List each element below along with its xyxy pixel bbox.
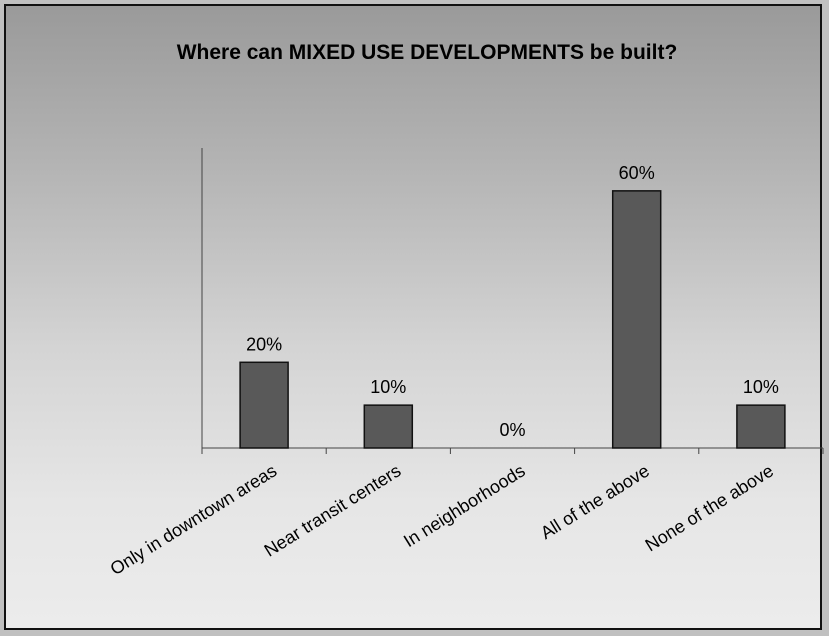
bar-chart: Where can MIXED USE DEVELOPMENTS be buil… (107, 41, 824, 579)
data-label: 0% (499, 420, 525, 440)
x-tick-label: In neighborhoods (400, 460, 529, 551)
plot-area: 20% Only in downtown areas 10% Near transit… (107, 148, 824, 579)
x-tick-label: None of the above (642, 460, 777, 555)
data-label: 10% (743, 377, 779, 397)
bar (363, 404, 414, 449)
x-tick-label: All of the above (537, 460, 653, 543)
data-label: 60% (619, 163, 655, 183)
chart-frame: Where can MIXED USE DEVELOPMENTS be buil… (4, 4, 824, 630)
data-label: 10% (370, 377, 406, 397)
x-tick-label: Only in downtown areas (107, 460, 281, 579)
data-label: 20% (246, 334, 282, 354)
bar (736, 404, 786, 449)
bar (611, 190, 662, 449)
x-tick-label: Near transit centers (261, 460, 405, 560)
chart-title: Where can MIXED USE DEVELOPMENTS be buil… (177, 41, 678, 64)
bar (239, 361, 289, 449)
